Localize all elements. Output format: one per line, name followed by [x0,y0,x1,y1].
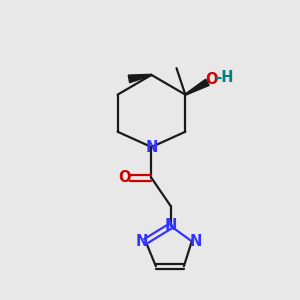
Text: –H: –H [214,70,234,86]
Text: N: N [135,234,148,249]
Text: N: N [145,140,158,154]
Text: N: N [190,234,202,249]
Text: N: N [164,218,177,233]
Text: O: O [205,72,217,87]
Polygon shape [128,74,152,83]
Polygon shape [185,79,209,95]
Text: O: O [119,170,131,185]
